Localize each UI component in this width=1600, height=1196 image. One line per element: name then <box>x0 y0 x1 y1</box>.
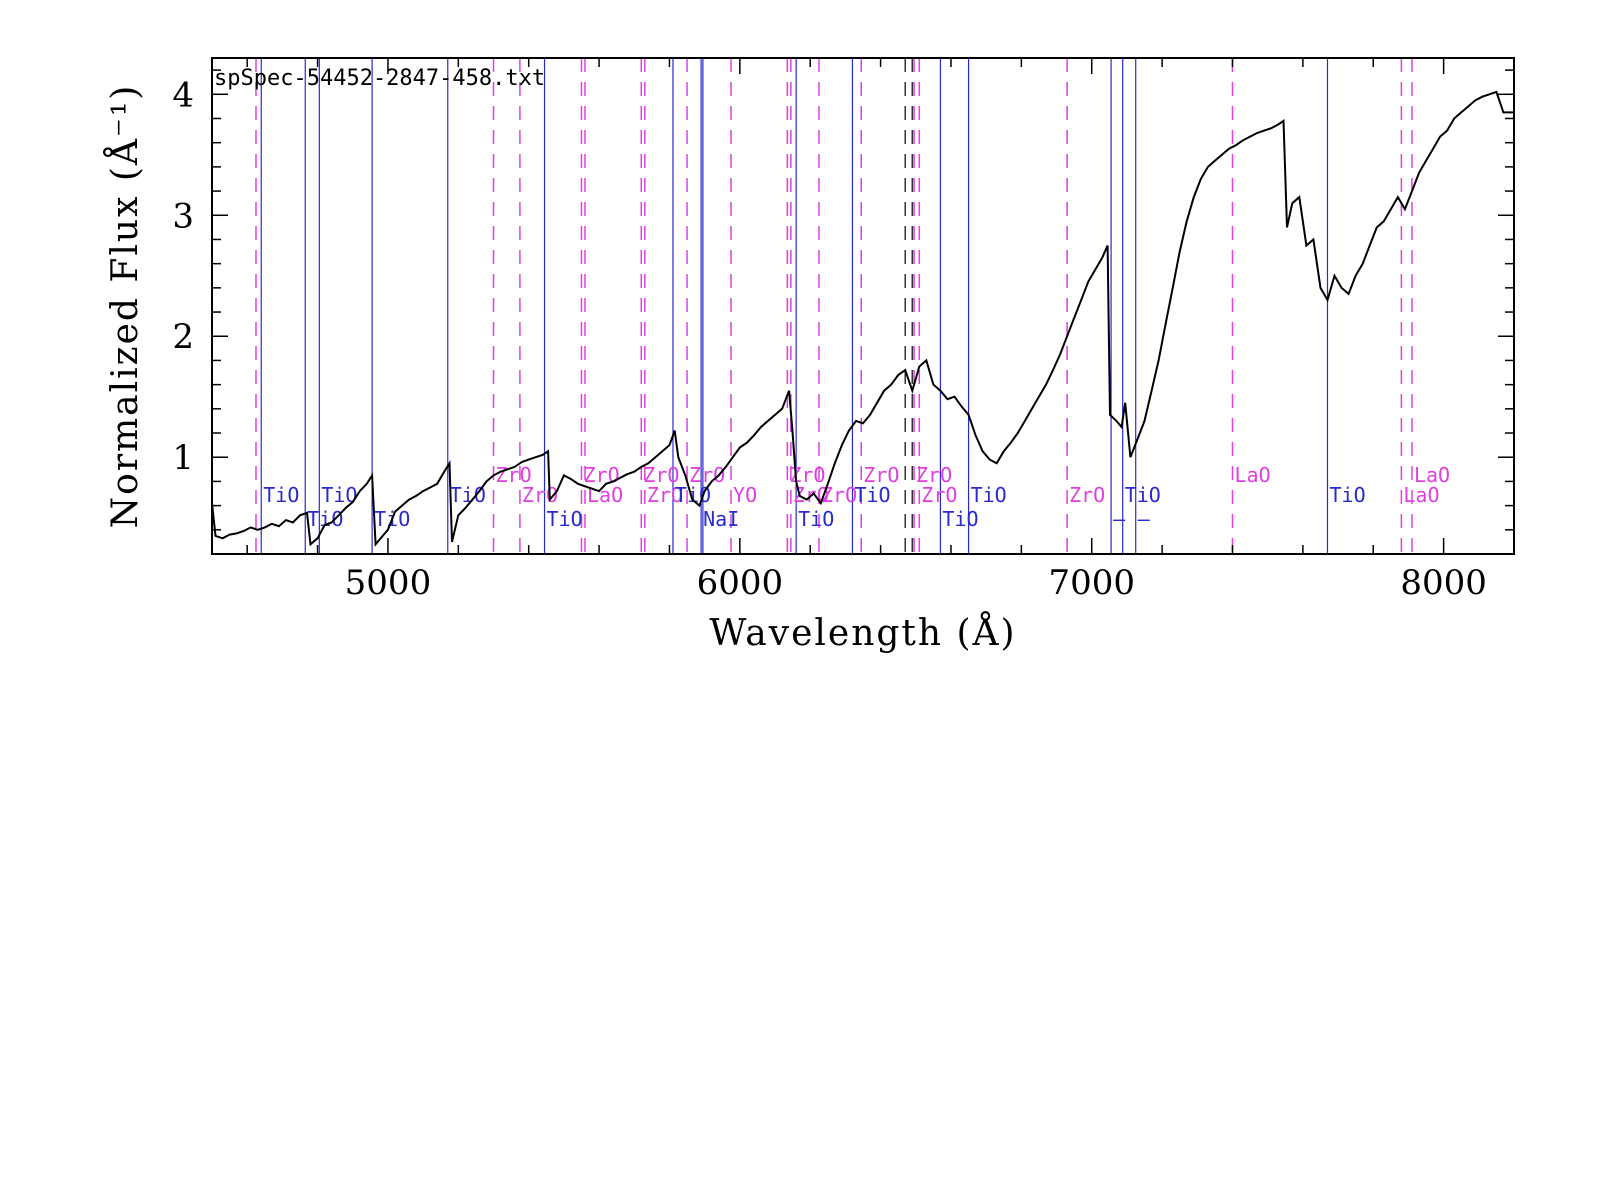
y-axis-title: Normalized Flux (Å⁻¹) <box>104 84 146 529</box>
blue-line-label: TiO <box>1125 483 1161 507</box>
magenta-line-label: LaO <box>1414 463 1450 487</box>
magenta-line-label: ZrO <box>863 463 899 487</box>
y-tick-label: 2 <box>172 317 194 357</box>
blue-line-label: TiO <box>263 483 299 507</box>
blue-line-label: TiO <box>798 507 834 531</box>
magenta-line-label: ZrO <box>522 483 558 507</box>
blue-line-label: TiO <box>854 483 890 507</box>
axis-ticks: 5000 6000 7000 8000 1 2 3 4 <box>172 58 1515 603</box>
x-tick-label: 8000 <box>1400 563 1487 603</box>
x-tick-label: 6000 <box>697 563 784 603</box>
x-axis-title: Wavelength (Å) <box>709 612 1016 654</box>
magenta-line-label: ZrO <box>647 483 683 507</box>
blue-line-label: TiO <box>942 507 978 531</box>
y-tick-label: 4 <box>172 75 194 115</box>
blue-line-label: TiO <box>307 507 343 531</box>
blue-line-label: TiO <box>547 507 583 531</box>
file-label: spSpec-54452-2847-458.txt <box>214 66 545 91</box>
magenta-line-label: YO <box>733 483 757 507</box>
plot-frame <box>211 57 1515 555</box>
line-markers <box>255 58 1413 554</box>
magenta-line-label: ZrO <box>916 463 952 487</box>
blue-line-label: – <box>1113 507 1126 531</box>
x-tick-label: 5000 <box>345 563 432 603</box>
magenta-line-label: LaO <box>1403 483 1439 507</box>
blue-line-label: – <box>1138 507 1151 531</box>
magenta-line-label: LaO <box>1234 463 1270 487</box>
magenta-line-label: ZrO <box>583 463 619 487</box>
blue-line-label: TiO <box>1329 483 1365 507</box>
blue-line-label: NaI <box>703 507 739 531</box>
spectrum-series <box>211 90 1514 547</box>
blue-line-label: TiO <box>450 483 486 507</box>
magenta-line-label: ZrO <box>1069 483 1105 507</box>
y-tick-label: 3 <box>172 196 194 236</box>
y-tick-label: 1 <box>172 438 194 478</box>
magenta-line-label: LaO <box>587 483 623 507</box>
magenta-line-label: ZrO <box>921 483 957 507</box>
magenta-line-label: ZrO <box>643 463 679 487</box>
x-tick-label: 7000 <box>1048 563 1135 603</box>
blue-line-label: TiO <box>675 483 711 507</box>
blue-line-label: TiO <box>971 483 1007 507</box>
